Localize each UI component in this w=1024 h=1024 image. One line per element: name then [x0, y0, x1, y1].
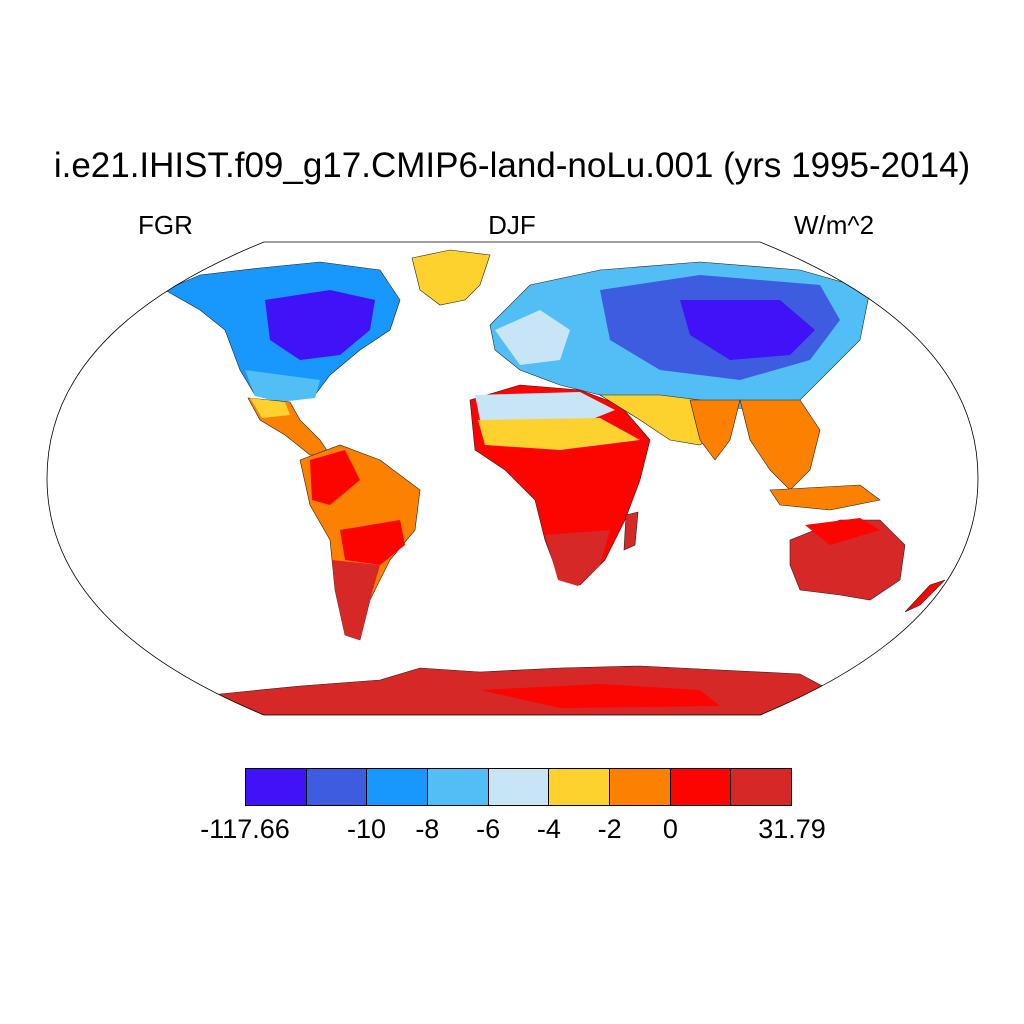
south-america-east-red [340, 520, 405, 565]
siberia-coldest [680, 300, 815, 360]
madagascar [623, 511, 639, 551]
southern-africa-dark [545, 530, 610, 586]
colorbar-label-4: -4 [536, 814, 561, 844]
sahara-light [475, 392, 615, 425]
colorbar-box-2 [367, 769, 429, 805]
caribbean-yellow [250, 398, 290, 418]
colorbar-label-0: -117.66 [200, 814, 290, 844]
colorbar-label-7: 31.79 [758, 814, 826, 844]
colorbar-label-6: 0 [662, 814, 678, 844]
india-region [689, 399, 741, 461]
colorbar-box-0 [246, 769, 307, 805]
colorbar-box-1 [306, 769, 368, 805]
colorbar-label-5: -2 [597, 814, 622, 844]
sahel-yellow [478, 418, 640, 450]
map-outline [46, 241, 979, 716]
north-america-light-band [245, 370, 320, 402]
colorbar-label-1: -10 [347, 814, 387, 844]
colorbar-box-3 [428, 769, 489, 805]
europe-light [495, 310, 570, 365]
new-zealand [904, 579, 946, 613]
colorbar-box-7 [670, 769, 732, 805]
australia-north-red [805, 518, 880, 545]
colorbar-box-5 [549, 769, 611, 805]
indonesia-region [769, 484, 881, 511]
variable-label: FGR [138, 210, 193, 240]
antarctica-red-patch [480, 684, 720, 708]
season-label: DJF [488, 210, 536, 240]
units-label: W/m^2 [794, 210, 875, 240]
colorbar-label-2: -8 [415, 814, 440, 844]
colorbar [245, 768, 792, 806]
north-america-cold-core [265, 290, 375, 360]
colorbar-box-6 [610, 769, 671, 805]
colorbar-box-4 [488, 769, 550, 805]
greenland-region [411, 249, 491, 306]
colorbar-box-8 [731, 769, 792, 805]
colorbar-label-3: -6 [476, 814, 501, 844]
southeast-asia-region [739, 399, 821, 491]
south-america-red [310, 450, 360, 505]
plot-title: i.e21.IHIST.f09_g17.CMIP6-land-noLu.001 … [53, 146, 971, 185]
south-america-south [332, 560, 380, 640]
